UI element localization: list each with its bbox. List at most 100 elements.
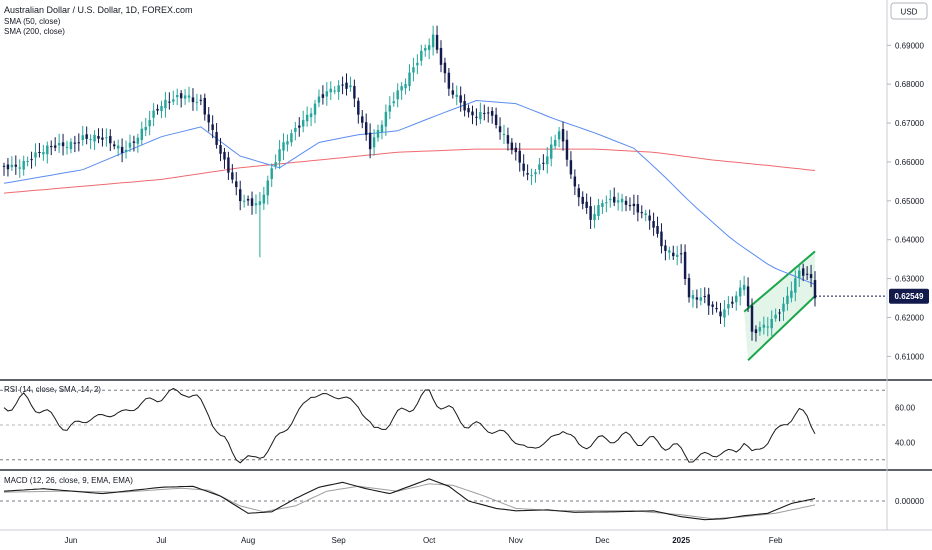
candle-body: [408, 72, 411, 87]
candle-body: [774, 314, 777, 319]
candle: [132, 135, 136, 152]
candle: [609, 190, 612, 208]
candle: [412, 57, 415, 82]
candle-body: [242, 200, 246, 202]
candle: [569, 151, 573, 179]
price-tick-label: 0.66000: [895, 158, 924, 167]
candle-body: [73, 142, 77, 144]
candle-body: [463, 100, 466, 111]
candle: [266, 175, 269, 205]
candle-body: [309, 113, 313, 118]
candle-body: [105, 137, 108, 139]
candle: [199, 94, 203, 106]
candle: [672, 245, 675, 261]
candle: [73, 135, 77, 153]
candle-body: [361, 116, 364, 123]
candle-body: [364, 122, 368, 135]
candle: [707, 287, 710, 315]
candle: [298, 117, 301, 137]
candle-body: [613, 196, 616, 203]
candle-body: [219, 145, 222, 154]
candle: [758, 321, 762, 336]
candle-body: [298, 125, 301, 128]
candle: [305, 106, 309, 127]
candle-body: [215, 132, 218, 145]
candle: [522, 154, 525, 177]
candle-body: [479, 112, 482, 120]
candle-body: [699, 297, 703, 301]
price-tick-label: 0.67000: [895, 119, 924, 128]
candle-body: [471, 111, 474, 116]
candle: [526, 164, 529, 181]
candle-body: [675, 254, 679, 257]
candle: [42, 144, 45, 161]
candle-body: [156, 108, 159, 111]
candle-body: [124, 149, 128, 152]
candle: [498, 117, 502, 140]
candle: [711, 301, 714, 315]
last-price-label: 0.62549: [895, 292, 924, 301]
candle: [282, 133, 285, 160]
sma200-legend: SMA (200, close): [4, 27, 65, 36]
candle-body: [317, 96, 321, 103]
candle: [65, 140, 69, 155]
candle-body: [616, 200, 620, 203]
macd-pane: 0.00000: [0, 478, 924, 521]
candle-body: [427, 45, 431, 50]
time-axis[interactable]: Jun Jul Aug Sep Oct Nov Dec 2025 Feb: [64, 536, 783, 545]
candle-body: [605, 202, 608, 204]
candle: [668, 246, 671, 260]
candle-body: [522, 163, 525, 171]
candle: [420, 44, 423, 66]
candle-body: [254, 203, 258, 206]
candle: [431, 25, 435, 56]
candle: [361, 110, 364, 129]
candle-body: [136, 137, 140, 144]
candle: [219, 137, 222, 162]
candle-body: [487, 112, 490, 114]
candle-body: [42, 152, 45, 155]
candle-body: [636, 203, 640, 213]
candle-body: [231, 172, 234, 180]
candle-body: [727, 304, 730, 309]
candle-body: [132, 141, 136, 143]
candle-body: [790, 290, 793, 298]
candle: [179, 90, 183, 108]
candle: [258, 192, 262, 258]
candle-body: [109, 136, 112, 144]
candle-body: [644, 213, 647, 215]
channel-fill: [744, 251, 815, 361]
candle: [50, 140, 53, 156]
candle: [750, 298, 754, 341]
candle-body: [526, 173, 529, 175]
candle-body: [380, 124, 384, 133]
candle: [723, 300, 726, 327]
candle-body: [341, 84, 344, 86]
candle: [353, 79, 356, 108]
time-tick-label: Jun: [64, 536, 77, 545]
candle-body: [746, 286, 750, 307]
currency-box[interactable]: [890, 2, 928, 20]
candle: [770, 310, 773, 336]
candle: [270, 163, 273, 187]
channel-upper-line: [743, 250, 816, 313]
candle: [538, 157, 541, 175]
candle: [10, 156, 14, 171]
channel-lower-line: [747, 295, 816, 361]
candle-body: [412, 67, 415, 73]
candle: [309, 107, 313, 127]
candle-body: [573, 176, 577, 187]
candle: [530, 168, 533, 186]
candle-body: [57, 143, 61, 146]
candle-body: [565, 139, 569, 160]
candle-body: [400, 86, 403, 91]
candle: [18, 159, 21, 178]
candle-body: [199, 99, 203, 101]
candle: [601, 199, 604, 215]
candle-body: [546, 156, 549, 165]
candle-body: [168, 101, 171, 103]
candle-body: [203, 97, 206, 115]
price-axis[interactable]: 0.69000 0.68000 0.67000 0.66000 0.65000 0.640…: [887, 41, 924, 361]
candle: [364, 113, 368, 141]
